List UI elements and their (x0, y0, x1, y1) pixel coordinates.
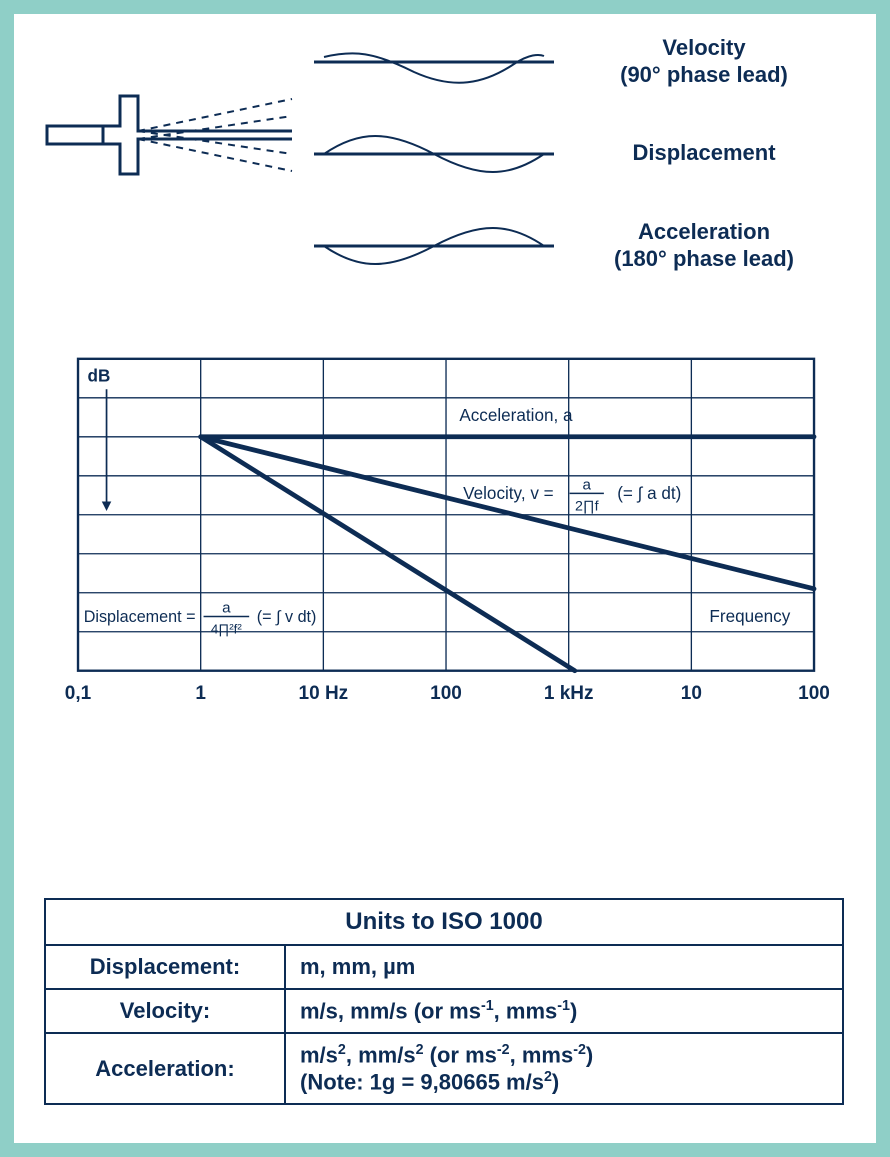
svg-text:10: 10 (681, 683, 702, 704)
svg-text:Frequency: Frequency (709, 607, 790, 626)
wave-row-acceleration: Acceleration (180° phase lead) (314, 208, 854, 283)
chart-svg: dB Acceleration, a Velocity, v = a 2∏f (= ∫ a… (59, 349, 834, 749)
units-row-value: m/s2, mm/s2 (or ms-2, mms-2)(Note: 1g = … (285, 1033, 843, 1104)
units-row-value: m, mm, µm (285, 945, 843, 989)
svg-text:1 kHz: 1 kHz (544, 683, 594, 704)
svg-text:4∏²f²: 4∏²f² (211, 622, 242, 637)
table-title: Units to ISO 1000 (45, 899, 843, 945)
velocity-label-line2: (90° phase lead) (620, 62, 788, 87)
units-row-label: Acceleration: (45, 1033, 285, 1104)
svg-text:a: a (583, 477, 592, 494)
table-row: Displacement:m, mm, µm (45, 945, 843, 989)
acceleration-label: Acceleration (180° phase lead) (554, 219, 854, 272)
acceleration-label-line1: Acceleration (638, 219, 770, 244)
svg-text:Acceleration, a: Acceleration, a (459, 406, 573, 425)
units-row-label: Velocity: (45, 989, 285, 1033)
svg-text:100: 100 (430, 683, 462, 704)
acceleration-label-line2: (180° phase lead) (614, 246, 794, 271)
table-row: Acceleration:m/s2, mm/s2 (or ms-2, mms-2… (45, 1033, 843, 1104)
svg-text:0,1: 0,1 (65, 683, 92, 704)
svg-text:1: 1 (195, 683, 206, 704)
velocity-label: Velocity (90° phase lead) (554, 35, 854, 88)
wave-row-velocity: Velocity (90° phase lead) (314, 24, 854, 99)
svg-text:Velocity, v =: Velocity, v = (463, 484, 554, 503)
units-row-label: Displacement: (45, 945, 285, 989)
units-row-value: m/s, mm/s (or ms-1, mms-1) (285, 989, 843, 1033)
waveform-section: Velocity (90° phase lead) Displacement (14, 24, 876, 314)
svg-text:10 Hz: 10 Hz (299, 683, 349, 704)
tuning-fork-icon (42, 79, 312, 209)
content-area: Velocity (90° phase lead) Displacement (14, 14, 876, 1143)
svg-text:100: 100 (798, 683, 830, 704)
velocity-label-line1: Velocity (662, 35, 745, 60)
svg-text:dB: dB (88, 367, 111, 386)
units-table: Units to ISO 1000 Displacement:m, mm, µm… (44, 898, 844, 1105)
page-frame: Velocity (90° phase lead) Displacement (0, 0, 890, 1157)
db-frequency-chart: dB Acceleration, a Velocity, v = a 2∏f (= ∫ a… (59, 349, 834, 749)
svg-text:(= ∫ a dt): (= ∫ a dt) (617, 484, 681, 503)
svg-text:Displacement =: Displacement = (84, 608, 196, 626)
table-header-row: Units to ISO 1000 (45, 899, 843, 945)
table-row: Velocity:m/s, mm/s (or ms-1, mms-1) (45, 989, 843, 1033)
displacement-label-line1: Displacement (632, 140, 775, 165)
displacement-label: Displacement (554, 140, 854, 166)
wave-row-displacement: Displacement (314, 116, 854, 191)
svg-text:2∏f: 2∏f (575, 498, 599, 514)
svg-text:a: a (222, 600, 231, 617)
units-table-section: Units to ISO 1000 Displacement:m, mm, µm… (44, 898, 844, 1105)
velocity-wave-icon (314, 32, 554, 92)
svg-text:(= ∫ v dt): (= ∫ v dt) (257, 608, 317, 626)
displacement-wave-icon (314, 124, 554, 184)
acceleration-wave-icon (314, 216, 554, 276)
